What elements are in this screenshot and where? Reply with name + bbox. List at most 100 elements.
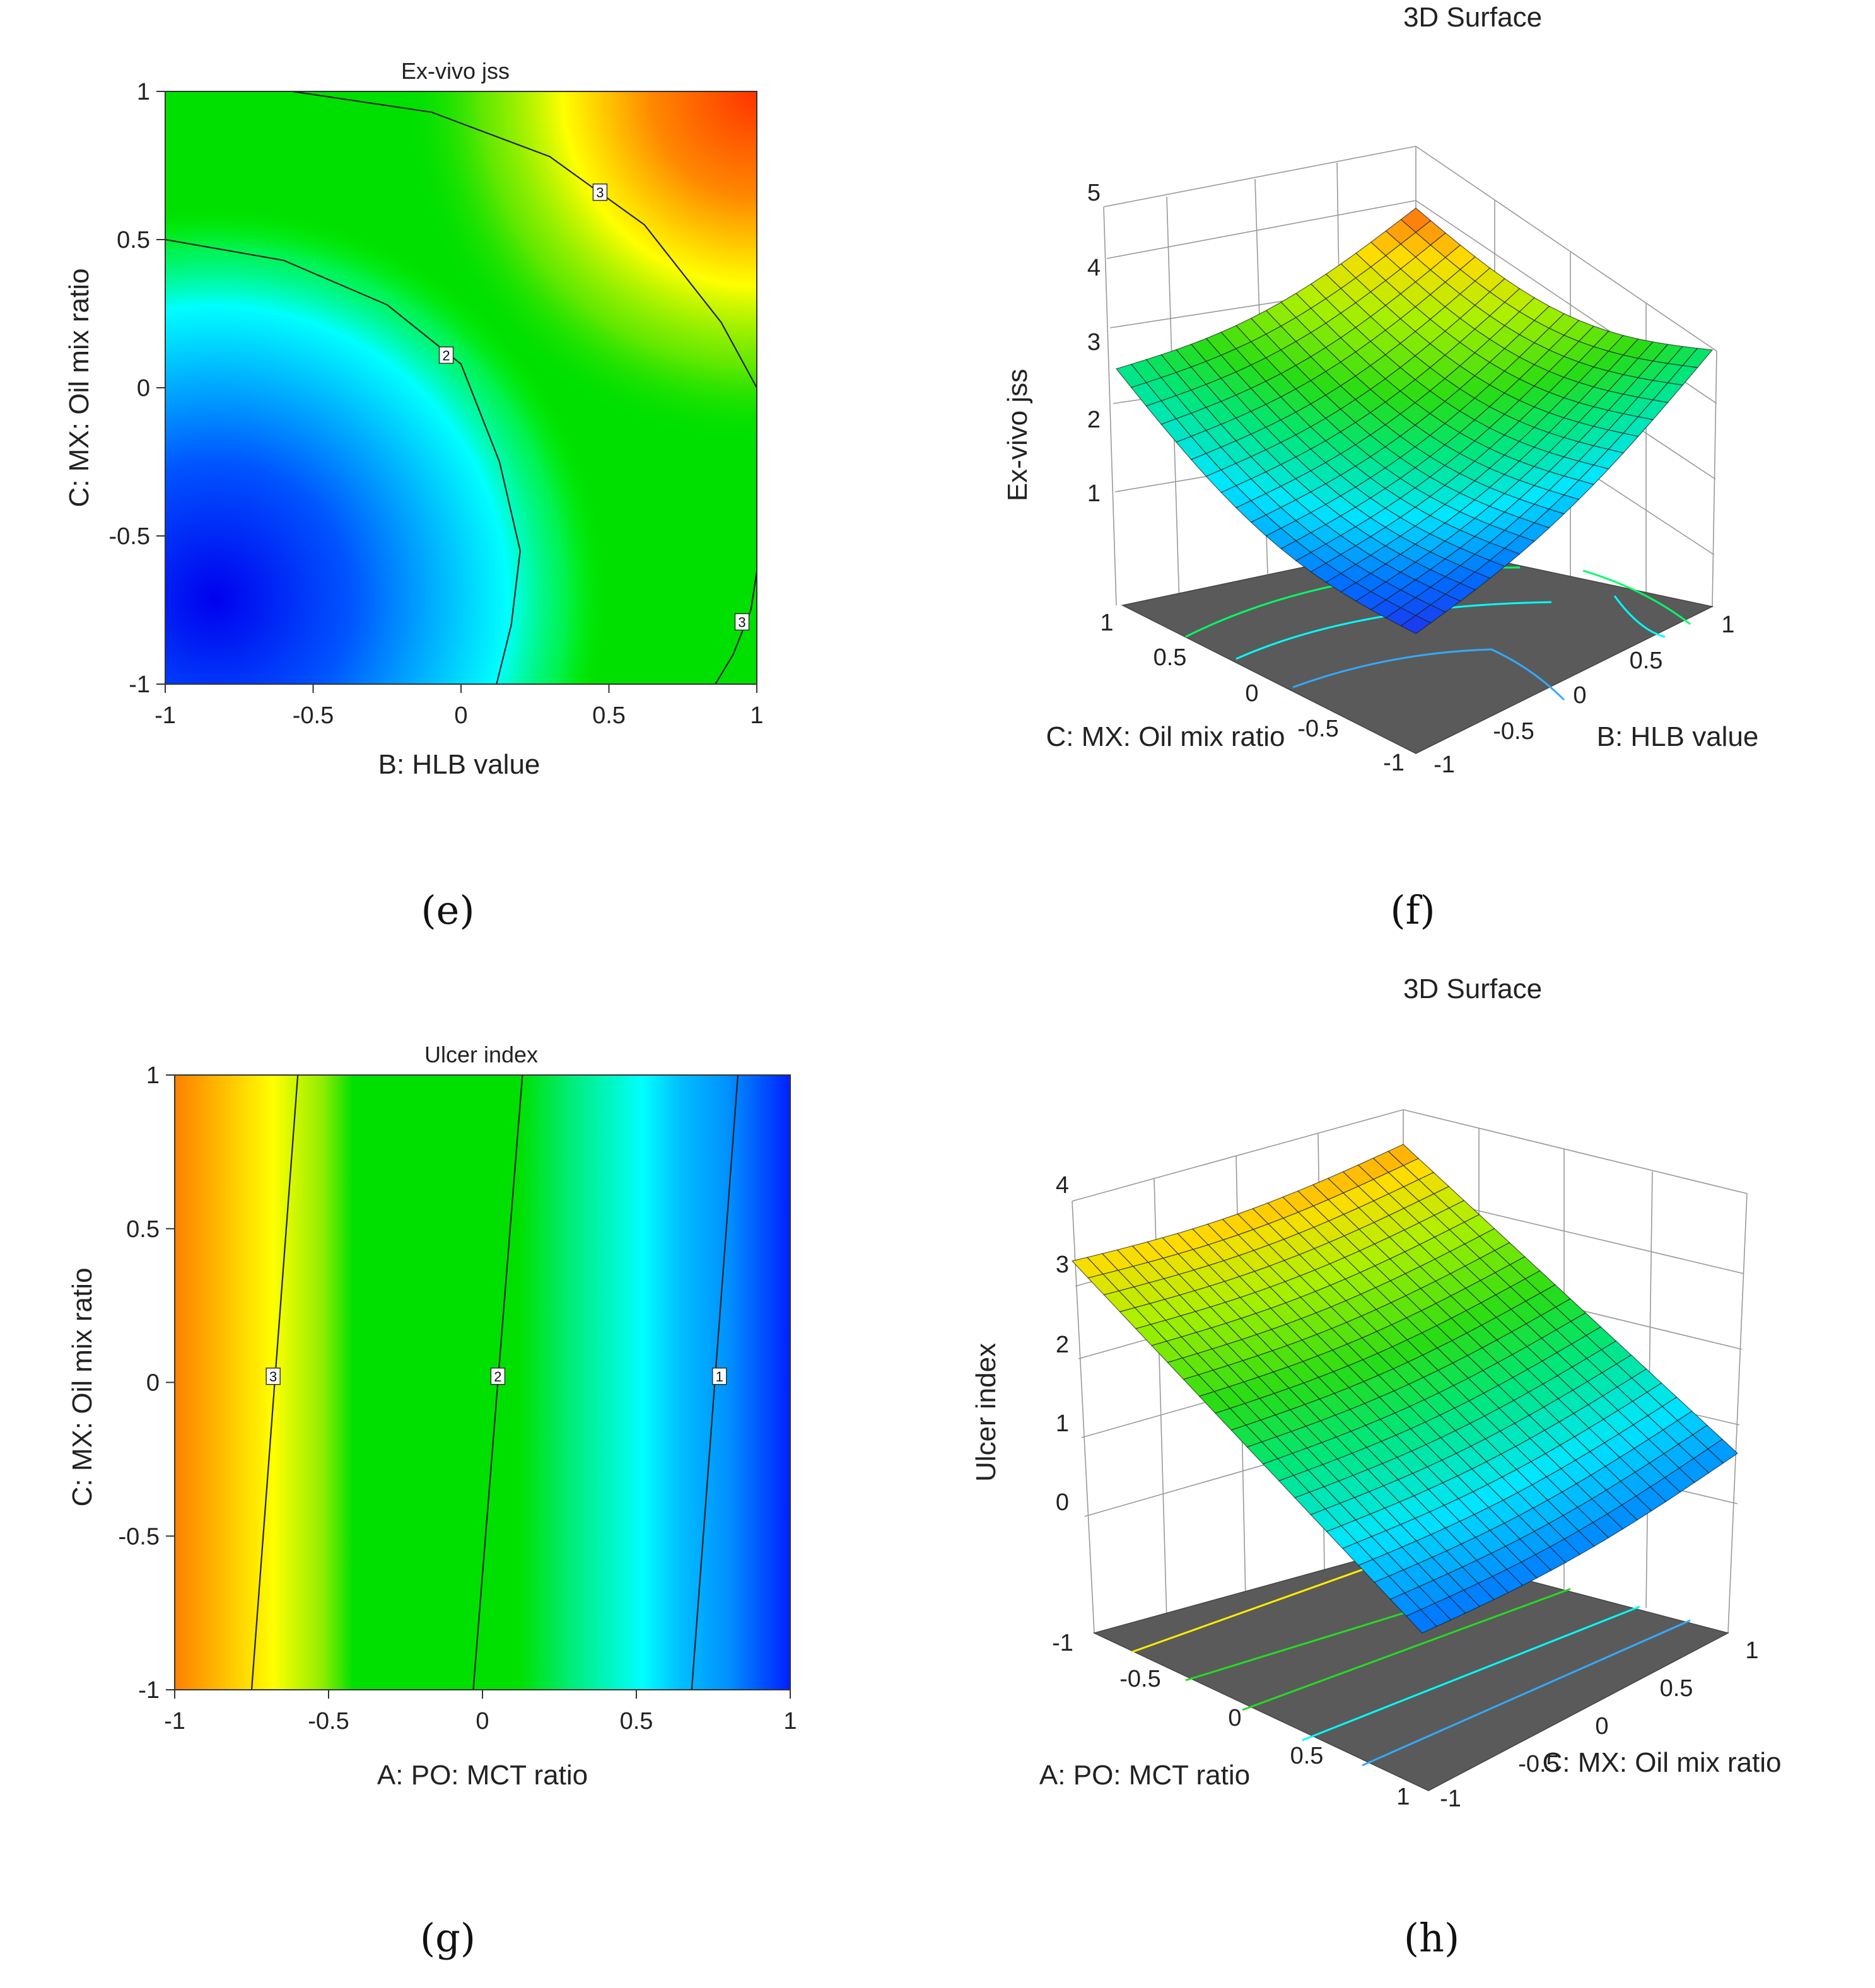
chart-h-ztick-label-1: 1 <box>1056 1410 1069 1437</box>
chart-g-xlabel: A: PO: MCT ratio <box>377 1760 588 1791</box>
chart-h-xtick-label-0: -1 <box>1052 1630 1073 1656</box>
chart-h-ztick-label-0: 0 <box>1056 1489 1069 1516</box>
chart-e-contour-label-1: 3 <box>596 185 604 201</box>
chart-g-title: Ulcer index <box>424 1042 538 1067</box>
chart-h: 3D Surface 0 1 2 3 4 -1 -0.5 0 0.5 1 -1 -0.5 0 0.5 1… <box>971 974 1781 1812</box>
chart-g-xtick-label-4: 1 <box>783 1708 797 1735</box>
chart-e-contour-label-box-2 <box>734 613 750 631</box>
chart-f-title: 3D Surface <box>1403 2 1542 33</box>
panel-label-h: (h) <box>1404 1915 1459 1961</box>
chart-g-ytick-label-0: -1 <box>138 1677 160 1704</box>
chart-f-box-line-0 <box>1103 146 1416 207</box>
chart-h-xlabel: A: PO: MCT ratio <box>1039 1760 1250 1791</box>
chart-h-floor-contour-4 <box>1362 1619 1691 1767</box>
chart-e-xlabel: B: HLB value <box>378 749 540 780</box>
chart-h-xtick-label-1: -0.5 <box>1119 1666 1160 1692</box>
chart-e-ytick-label-4: 1 <box>137 79 150 105</box>
chart-g-ytick-label-4: 1 <box>146 1062 160 1089</box>
chart-f-xtick-label-2: 0 <box>1573 682 1586 709</box>
chart-f-ztick-label-4: 5 <box>1087 180 1101 206</box>
chart-h-ylabel: C: MX: Oil mix ratio <box>1543 1747 1782 1778</box>
chart-h-box-line-0 <box>1072 1109 1404 1202</box>
chart-f-surface-cell-399 <box>1400 615 1432 634</box>
chart-h-ztick-label-4: 4 <box>1056 1172 1069 1199</box>
chart-f-floor-contour-1 <box>1235 601 1552 660</box>
chart-g-contour-label-box-1 <box>490 1368 506 1385</box>
chart-f: 3D Surface 1 2 3 4 5 -1 -0.5 0 0.5 1 -1 -0.5 0 0.5 1… <box>1002 2 1758 778</box>
chart-e-ytick-label-1: -0.5 <box>109 523 150 550</box>
chart-f-floor-contour-3 <box>1582 569 1691 625</box>
chart-g-ytick-label-3: 0.5 <box>126 1216 160 1243</box>
chart-h-box-line-1 <box>1403 1109 1748 1194</box>
chart-h-ytick-label-2: 0 <box>1595 1713 1608 1740</box>
chart-g-contour-label-box-2 <box>712 1368 727 1385</box>
chart-e-ylabel: C: MX: Oil mix ratio <box>64 269 95 508</box>
chart-g-contour-label-box-0 <box>266 1368 281 1385</box>
chart-f-surface <box>1115 207 1714 634</box>
chart-f-floor-contour-4 <box>1613 595 1666 638</box>
chart-f-box-line-5 <box>1106 200 1416 259</box>
chart-f-floor <box>1121 543 1714 754</box>
chart-f-box-line-1 <box>1415 146 1717 352</box>
chart-h-box-line-2 <box>1072 1200 1095 1634</box>
chart-e-ytick-label-0: -1 <box>129 671 150 698</box>
chart-f-ztick-label-1: 2 <box>1087 407 1101 433</box>
chart-e: Ex-vivo jss 233 -1 -0.5 0 0.5 1 -1-0.500.51 … <box>64 58 764 780</box>
chart-h-floor-contour-0 <box>1131 1556 1398 1653</box>
chart-g-contour-label-0: 3 <box>269 1369 277 1385</box>
chart-f-ylabel: C: MX: Oil mix ratio <box>1046 721 1285 752</box>
chart-h-ztick-label-2: 2 <box>1056 1332 1069 1358</box>
chart-e-xtick-label-4: 1 <box>750 702 763 729</box>
chart-e-ytick-label-2: 0 <box>137 375 150 402</box>
chart-f-ytick-label-2: 0 <box>1245 680 1258 707</box>
chart-h-surface <box>1071 1144 1738 1634</box>
chart-h-xtick-label-3: 0.5 <box>1290 1743 1324 1769</box>
chart-g-ytick-label-1: -0.5 <box>119 1523 160 1550</box>
chart-h-ytick-label-1: -0.5 <box>1518 1751 1559 1777</box>
chart-e-xtick-label-3: 0.5 <box>592 702 626 729</box>
chart-g-ytick-label-2: 0 <box>146 1370 160 1397</box>
chart-f-ytick-label-1: -0.5 <box>1297 716 1338 742</box>
chart-e-xtick-label-0: -1 <box>155 702 176 729</box>
chart-h-ytick-label-0: -1 <box>1440 1786 1461 1812</box>
chart-f-box-line-2 <box>1103 206 1117 606</box>
chart-e-contour-label-0: 2 <box>442 347 450 363</box>
chart-f-ztick-label-2: 3 <box>1087 329 1101 356</box>
chart-h-floor <box>1092 1547 1730 1791</box>
chart-h-ztick-label-3: 3 <box>1056 1252 1069 1278</box>
chart-f-floor-contour-2 <box>1292 648 1565 701</box>
chart-e-contour-line-0 <box>165 238 521 684</box>
chart-e-xtick-label-2: 0 <box>454 702 467 729</box>
chart-e-title: Ex-vivo jss <box>401 58 510 84</box>
chart-f-xtick-label-4: 1 <box>1721 612 1734 638</box>
chart-g-xtick-label-0: -1 <box>164 1708 185 1735</box>
chart-e-xtick-label-1: -0.5 <box>293 702 334 729</box>
chart-h-surface-cell-483 <box>1405 1609 1437 1634</box>
chart-h-title: 3D Surface <box>1403 974 1542 1004</box>
chart-e-contour-line-2 <box>715 571 757 684</box>
chart-e-contour-label-box-0 <box>438 346 454 364</box>
chart-g-xtick-label-2: 0 <box>476 1708 489 1735</box>
chart-e-contour-label-box-1 <box>592 183 608 201</box>
chart-f-ztick-label-0: 1 <box>1087 480 1101 507</box>
chart-f-ytick-label-4: 1 <box>1100 610 1113 636</box>
chart-h-box-line-4 <box>1727 1193 1748 1634</box>
chart-g-contour-label-2: 1 <box>716 1369 723 1385</box>
chart-h-floor-contour-2 <box>1242 1588 1571 1711</box>
chart-e-contour-label-2: 3 <box>738 614 745 630</box>
chart-h-ytick-label-3: 0.5 <box>1660 1675 1693 1702</box>
chart-h-xtick-label-2: 0 <box>1228 1705 1241 1731</box>
chart-e-heatmap-low <box>165 91 757 684</box>
chart-h-zlabel: Ulcer index <box>971 1343 1002 1482</box>
panel-label-f: (f) <box>1390 887 1435 933</box>
chart-h-ytick-label-4: 1 <box>1745 1637 1758 1664</box>
chart-f-ytick-label-3: 0.5 <box>1154 644 1187 671</box>
chart-e-ytick-label-3: 0.5 <box>117 227 150 253</box>
chart-g-xtick-label-1: -0.5 <box>308 1708 349 1735</box>
chart-h-floor-contour-3 <box>1302 1605 1640 1741</box>
chart-f-ytick-label-0: -1 <box>1383 750 1405 776</box>
chart-f-xtick-label-0: -1 <box>1434 752 1455 778</box>
panel-label-g: (g) <box>420 1915 476 1961</box>
chart-f-zlabel: Ex-vivo jss <box>1002 369 1033 501</box>
